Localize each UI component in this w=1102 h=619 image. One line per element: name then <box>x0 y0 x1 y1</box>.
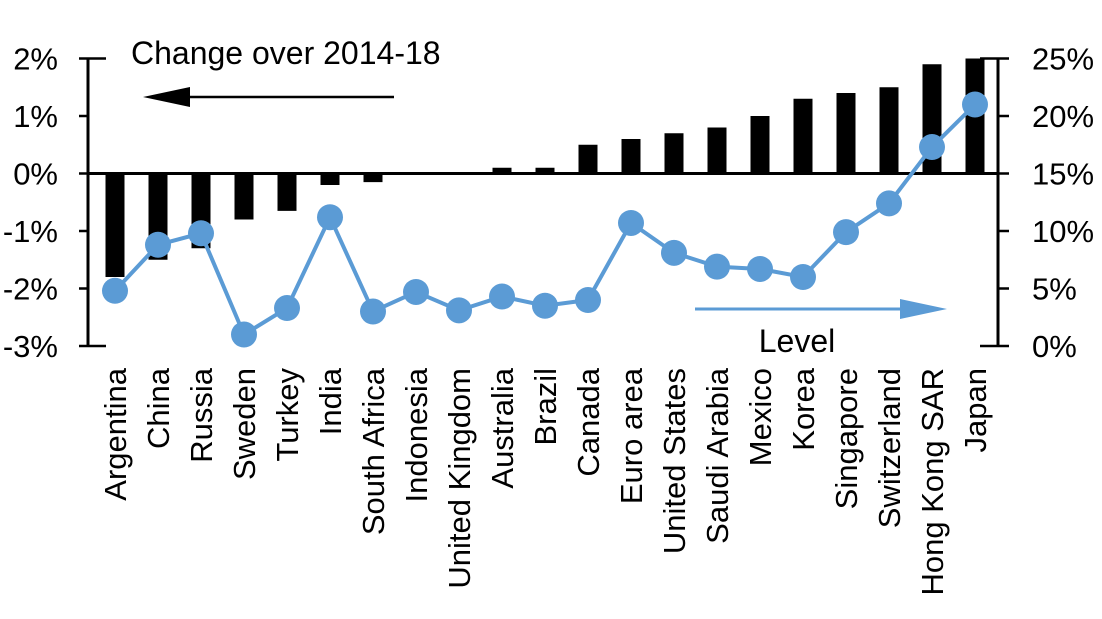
left-axis-tick-label: 0% <box>13 156 58 191</box>
right-axis-tick-label: 25% <box>1032 41 1094 76</box>
x-axis-label: United Kingdom <box>442 368 477 589</box>
x-axis-label: Mexico <box>743 368 778 466</box>
bar <box>578 144 598 174</box>
x-axis-label: Switzerland <box>872 368 907 528</box>
x-axis-labels: Argentina China Russia Sweden Turkey India Sou… <box>98 367 993 595</box>
line-marker <box>231 321 257 348</box>
left-axis-tick-label: 2% <box>13 41 58 76</box>
bar <box>363 173 383 183</box>
line-marker <box>360 298 386 325</box>
line-marker <box>274 295 300 322</box>
x-axis-label: South Africa <box>356 367 391 535</box>
left-series-annotation: Change over 2014-18 <box>131 35 441 71</box>
line-marker <box>188 220 214 247</box>
bar <box>234 173 254 220</box>
right-axis-tick-label: 10% <box>1032 214 1094 249</box>
right-series-annotation: Level <box>759 323 836 359</box>
bar-series <box>105 58 985 277</box>
bar <box>879 87 899 174</box>
line-series <box>102 91 988 348</box>
bar <box>750 116 770 174</box>
left-axis-tick-label: -3% <box>3 329 58 364</box>
line-marker <box>489 283 515 310</box>
line-marker <box>575 287 601 313</box>
line-marker <box>876 190 902 217</box>
left-axis-tick-label: -1% <box>3 214 58 249</box>
x-axis-label: Argentina <box>98 367 133 500</box>
x-axis-label: Australia <box>485 367 520 488</box>
x-axis-label: Euro area <box>614 367 649 504</box>
line-marker <box>704 253 730 280</box>
left-axis-tick-label: 1% <box>13 99 58 134</box>
line-marker <box>661 239 687 266</box>
x-axis-label: Hong Kong SAR <box>915 368 950 595</box>
line-marker <box>747 255 773 282</box>
x-axis-label: India <box>313 367 348 435</box>
bar <box>707 127 727 174</box>
x-axis-label: Turkey <box>270 368 305 462</box>
line-marker <box>833 219 859 246</box>
left-arrow-icon <box>143 87 394 107</box>
x-axis-label: Canada <box>571 367 606 476</box>
line-marker <box>317 204 343 231</box>
x-axis-label: Indonesia <box>399 367 434 502</box>
bar <box>320 173 340 185</box>
bar <box>535 167 555 174</box>
line-marker <box>618 209 644 236</box>
line-marker <box>145 231 171 258</box>
line-marker <box>919 134 945 161</box>
line-marker <box>532 292 558 319</box>
line-marker <box>790 264 816 290</box>
line-marker <box>403 278 429 305</box>
x-axis-label: United States <box>657 368 692 554</box>
right-axis-tick-label: 0% <box>1032 329 1077 364</box>
bar <box>621 139 641 174</box>
right-axis-tick-label: 5% <box>1032 271 1077 306</box>
line-marker <box>102 277 128 304</box>
right-axis-tick-label: 20% <box>1032 99 1094 134</box>
line-marker <box>962 91 988 118</box>
x-axis-label: Japan <box>958 368 993 452</box>
left-axis-tick-label: -2% <box>3 271 58 306</box>
x-axis-label: Korea <box>786 367 821 450</box>
axes: 2% 1% 0% -1% -2% -3% 25% 20% 15% 10% 5% 0% <box>3 41 1094 364</box>
right-axis-tick-label: 15% <box>1032 156 1094 191</box>
bar <box>793 98 813 174</box>
bar <box>836 93 856 174</box>
x-axis-label: Sweden <box>227 368 262 480</box>
x-axis-label: Singapore <box>829 368 864 509</box>
bar <box>664 133 684 174</box>
x-axis-label: Saudi Arabia <box>700 367 735 544</box>
x-axis-label: Russia <box>184 367 219 463</box>
x-axis-label: China <box>141 367 176 449</box>
right-arrow-icon <box>695 299 947 319</box>
line-marker <box>446 297 472 324</box>
bar <box>492 167 512 174</box>
bar <box>277 173 297 211</box>
x-axis-label: Brazil <box>528 368 563 446</box>
bar <box>105 173 125 277</box>
